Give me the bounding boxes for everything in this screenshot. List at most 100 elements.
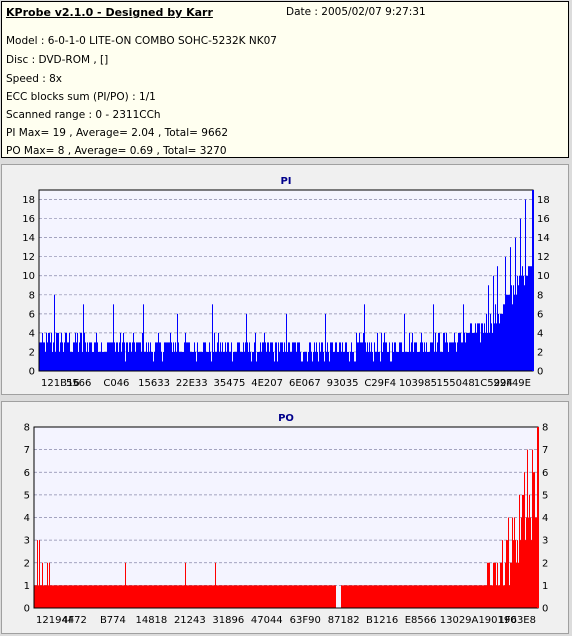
pi-bar: [291, 351, 292, 371]
po-y-tick-label-right: 4: [542, 513, 548, 524]
pi-bar: [137, 342, 138, 371]
po-bar: [221, 585, 222, 608]
pi-bar: [334, 351, 335, 371]
pi-bar: [315, 351, 316, 371]
pi-x-tick-label: 4E207: [251, 378, 283, 389]
po-bar: [481, 585, 482, 608]
pi-bar: [60, 342, 61, 371]
po-bar: [458, 585, 459, 608]
po-bar: [442, 585, 443, 608]
pi-bar: [46, 332, 47, 371]
po-bar: [413, 585, 414, 608]
po-bar: [263, 585, 264, 608]
pi-bar: [313, 351, 314, 371]
pi-bar: [273, 351, 274, 371]
pi-bar: [429, 351, 430, 371]
pi-bar: [178, 342, 179, 371]
pi-y-tick-label: 4: [29, 328, 35, 339]
pi-bar: [467, 332, 468, 371]
pi-bar: [244, 351, 245, 371]
po-bar: [301, 585, 302, 608]
pi-bar: [249, 342, 250, 371]
po-bar: [234, 585, 235, 608]
po-bar: [51, 585, 52, 608]
po-bar: [492, 585, 493, 608]
pi-bar: [346, 342, 347, 371]
po-bar: [219, 585, 220, 608]
po-bar: [505, 562, 506, 608]
pi-bar: [399, 342, 400, 371]
po-bar: [262, 585, 263, 608]
po-bar: [532, 449, 533, 608]
pi-bar: [53, 342, 54, 371]
pi-bar: [303, 351, 304, 371]
pi-bar: [523, 275, 524, 371]
pi-bar: [418, 351, 419, 371]
pi-bar: [242, 351, 243, 371]
po-bar: [366, 585, 367, 608]
po-bar: [513, 540, 514, 608]
po-x-tick-label: 190190: [478, 615, 516, 626]
po-x-tick-label: B1216: [366, 615, 398, 626]
pi-bar: [64, 342, 65, 371]
pi-bar: [526, 275, 527, 371]
pi-y-tick-label-right: 2: [537, 347, 543, 358]
po-bar: [432, 585, 433, 608]
po-bar: [452, 585, 453, 608]
pi-bar: [171, 342, 172, 371]
po-bar: [44, 585, 45, 608]
pi-bar: [407, 351, 408, 371]
pi-bar: [306, 351, 307, 371]
po-bar: [203, 585, 204, 608]
pi-bar: [404, 313, 405, 371]
pi-chart: PI 0 0 2 2 4 4 6 6 8 8 10 10 12 12 14 14 16 16 18 18 121B1655…: [22, 176, 549, 389]
pi-bar: [460, 332, 461, 371]
po-bar: [386, 585, 387, 608]
pi-bar: [62, 342, 63, 371]
po-bar: [142, 585, 143, 608]
po-bar: [181, 585, 182, 608]
po-bar: [105, 585, 106, 608]
pi-bar: [177, 313, 178, 371]
po-bar: [121, 585, 122, 608]
po-bar: [215, 562, 216, 608]
pi-bar: [264, 332, 265, 371]
pi-bar: [378, 351, 379, 371]
pi-bar: [388, 351, 389, 371]
pi-bar: [348, 351, 349, 371]
po-x-tick-label: E8566: [405, 615, 437, 626]
pi-bar: [408, 351, 409, 371]
pi-bar: [438, 332, 439, 371]
pi-bar: [319, 342, 320, 371]
pi-bar: [153, 361, 154, 371]
pi-bar: [272, 342, 273, 371]
po-bar: [166, 585, 167, 608]
po-bar: [376, 585, 377, 608]
pi-y-tick-label: 8: [29, 290, 35, 301]
pi-bar: [430, 342, 431, 371]
pi-bar: [322, 342, 323, 371]
po-bar: [143, 585, 144, 608]
po-bar: [370, 585, 371, 608]
pi-bar: [47, 342, 48, 371]
pi-bar: [127, 342, 128, 371]
po-y-tick-label: 0: [24, 604, 30, 615]
po-bar: [399, 585, 400, 608]
pi-bar: [50, 342, 51, 371]
pi-bar: [514, 294, 515, 371]
po-bar: [357, 585, 358, 608]
pi-bar: [239, 342, 240, 371]
po-bar: [240, 585, 241, 608]
pi-bar: [509, 294, 510, 371]
pi-bar: [457, 342, 458, 371]
pi-bar: [96, 332, 97, 371]
pi-bar: [175, 342, 176, 371]
pi-bar: [146, 342, 147, 371]
po-bar: [199, 585, 200, 608]
pi-bar: [358, 342, 359, 371]
po-bar: [146, 585, 147, 608]
pi-bar: [269, 351, 270, 371]
po-bar: [109, 585, 110, 608]
pi-bar: [451, 342, 452, 371]
pi-bar: [397, 351, 398, 371]
